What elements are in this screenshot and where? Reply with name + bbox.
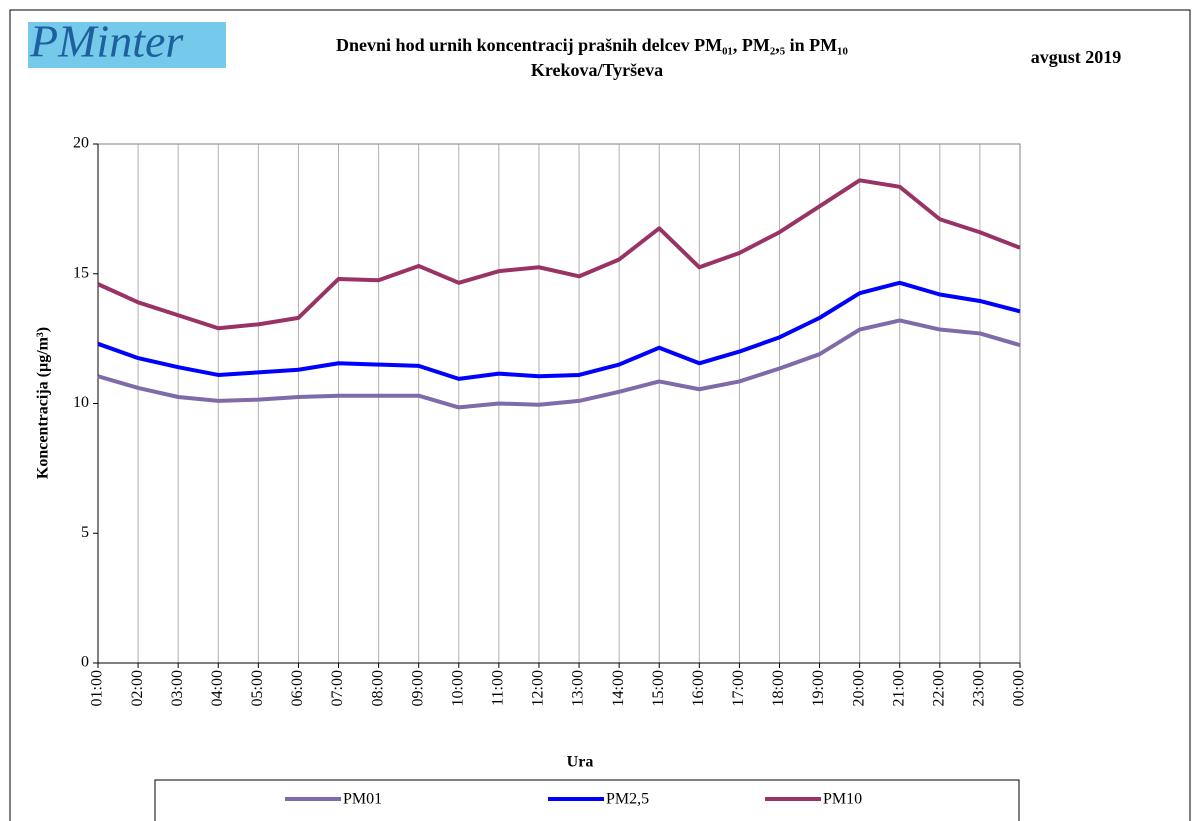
- legend-label: PM01: [343, 791, 382, 808]
- x-tick-label: 07:00: [329, 670, 346, 706]
- x-tick-label: 18:00: [770, 670, 787, 706]
- y-tick-label: 20: [73, 135, 89, 152]
- y-axis-label: Koncentracija (µg/m³): [35, 327, 52, 479]
- x-tick-label: 12:00: [530, 670, 547, 706]
- x-tick-label: 06:00: [289, 670, 306, 706]
- y-tick-label: 0: [81, 654, 89, 671]
- x-tick-label: 20:00: [850, 670, 867, 706]
- x-tick-label: 23:00: [971, 670, 988, 706]
- x-tick-label: 17:00: [730, 670, 747, 706]
- x-tick-label: 19:00: [810, 670, 827, 706]
- x-tick-label: 01:00: [89, 670, 106, 706]
- x-axis-label: Ura: [567, 754, 594, 771]
- y-tick-label: 15: [73, 264, 89, 281]
- x-tick-label: 02:00: [129, 670, 146, 706]
- series-line: [97, 318, 1021, 410]
- y-tick-label: 5: [81, 524, 89, 541]
- series-line: [97, 280, 1021, 381]
- logo: PMinter: [29, 16, 184, 67]
- x-tick-label: 03:00: [169, 670, 186, 706]
- x-tick-label: 11:00: [490, 670, 507, 706]
- legend-label: PM2,5: [606, 791, 649, 808]
- logo-background: [28, 22, 226, 68]
- x-tick-label: 04:00: [209, 670, 226, 706]
- x-tick-label: 21:00: [890, 670, 907, 706]
- x-tick-label: 15:00: [650, 670, 667, 706]
- x-tick-label: 22:00: [930, 670, 947, 706]
- x-tick-label: 16:00: [690, 670, 707, 706]
- chart-title: Dnevni hod urnih koncentracij prašnih de…: [336, 35, 848, 55]
- x-tick-label: 09:00: [409, 670, 426, 706]
- x-tick-label: 08:00: [369, 670, 386, 706]
- y-tick-label: 10: [73, 394, 89, 411]
- legend-label: PM10: [823, 791, 862, 808]
- date: avgust 2019: [1031, 47, 1122, 67]
- page-border: [9, 9, 1191, 821]
- x-tick-label: 14:00: [610, 670, 627, 706]
- chart-subtitle: Krekova/Tyrševa: [531, 60, 663, 80]
- x-tick-label: 05:00: [249, 670, 266, 706]
- series-line: [97, 178, 1021, 331]
- x-tick-label: 00:00: [1011, 670, 1028, 706]
- x-tick-label: 13:00: [570, 670, 587, 706]
- x-tick-label: 10:00: [449, 670, 466, 706]
